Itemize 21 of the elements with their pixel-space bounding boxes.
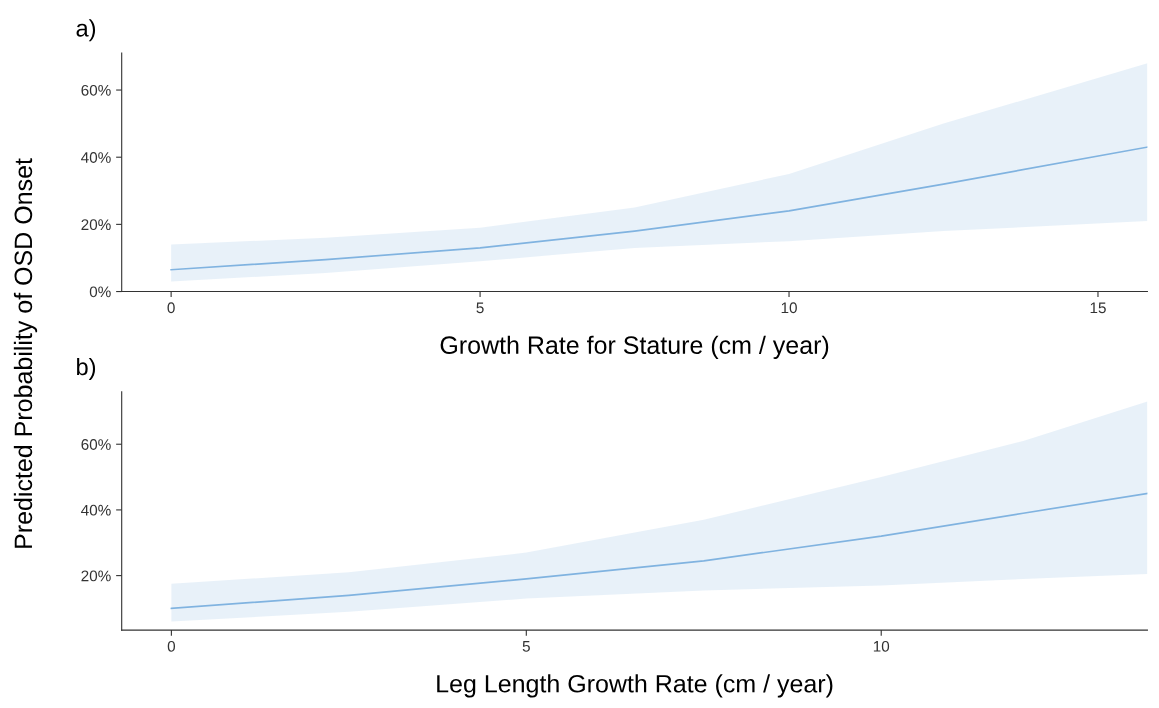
y-tick-label: 60%: [81, 439, 111, 450]
line-series: [170, 492, 1148, 610]
y-tick-label: 0%: [89, 286, 111, 298]
y-tick-label: 20%: [81, 219, 111, 231]
x-tick-label: 10: [781, 302, 797, 314]
x-tick-label: 0: [167, 640, 176, 652]
line-series: [170, 146, 1148, 271]
x-tick-label: 15: [1090, 302, 1106, 314]
y-tick-label: 40%: [81, 152, 111, 163]
x-tick-label: 10: [873, 640, 890, 652]
x-tick-label: 5: [476, 302, 484, 314]
y-tick-label: 40%: [81, 504, 111, 516]
chart-title: b): [77, 357, 96, 380]
y-tick-label: 60%: [81, 84, 111, 96]
x-axis-title: Leg Length Growth Rate (cm / year): [437, 674, 833, 698]
y-axis-title: Predicted Probability of OSD Onset: [13, 158, 38, 548]
x-axis-title: Growth Rate for Stature (cm / year): [440, 335, 829, 359]
y-tick-label: 20%: [81, 570, 111, 582]
x-tick-label: 0: [167, 302, 175, 314]
chart-title: a): [76, 19, 96, 42]
x-tick-label: 5: [522, 641, 530, 652]
